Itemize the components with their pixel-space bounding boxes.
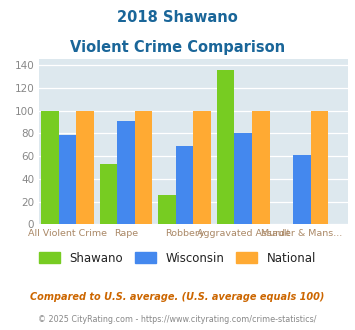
Bar	[59, 135, 76, 224]
Text: Violent Crime Comparison: Violent Crime Comparison	[70, 40, 285, 54]
Bar	[100, 164, 118, 224]
Bar	[217, 70, 234, 224]
Text: © 2025 CityRating.com - https://www.cityrating.com/crime-statistics/: © 2025 CityRating.com - https://www.city…	[38, 315, 317, 324]
Bar	[176, 146, 193, 224]
Bar	[41, 111, 59, 224]
Text: 2018 Shawano: 2018 Shawano	[117, 10, 238, 25]
Bar	[311, 111, 328, 224]
Bar	[234, 133, 252, 224]
Text: Compared to U.S. average. (U.S. average equals 100): Compared to U.S. average. (U.S. average …	[30, 292, 325, 302]
Bar	[118, 121, 135, 224]
Bar	[158, 195, 176, 224]
Bar	[252, 111, 269, 224]
Bar	[293, 155, 311, 224]
Bar	[76, 111, 94, 224]
Bar	[193, 111, 211, 224]
Legend: Shawano, Wisconsin, National: Shawano, Wisconsin, National	[34, 247, 321, 269]
Bar	[135, 111, 153, 224]
